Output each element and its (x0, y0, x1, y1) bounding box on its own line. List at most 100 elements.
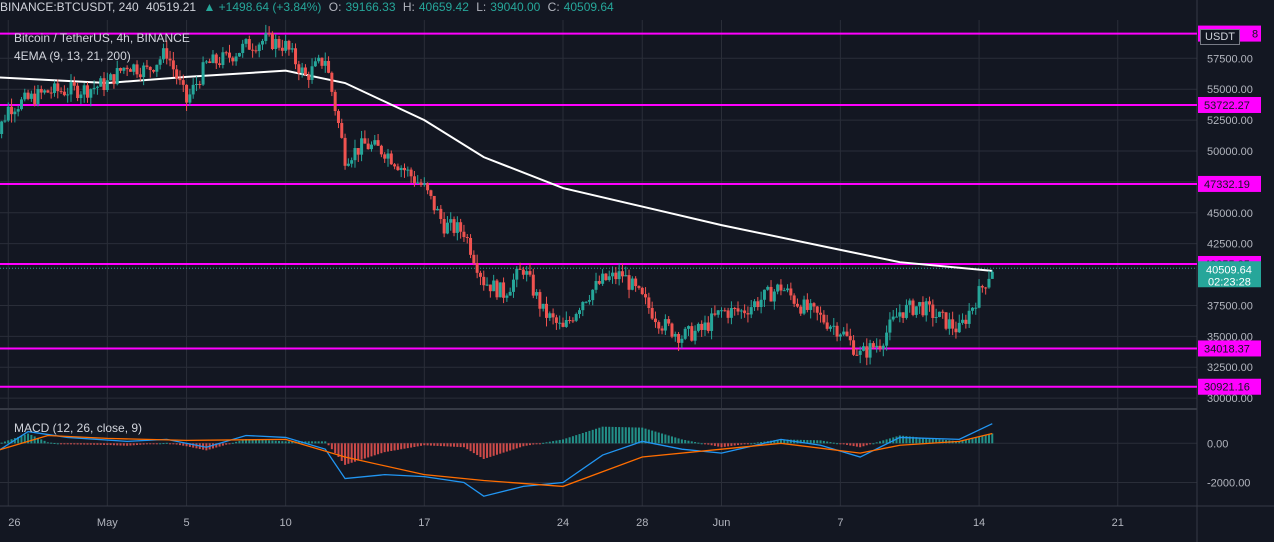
candle-body (191, 84, 195, 95)
candle-body (495, 280, 499, 298)
candle-body (234, 56, 238, 62)
candle-body (350, 160, 354, 164)
currency-tag[interactable]: USDT (1200, 29, 1240, 45)
candle-body (957, 322, 961, 333)
macd-histogram-bar (40, 439, 43, 444)
candle-body (455, 222, 459, 233)
macd-histogram-bar (961, 440, 964, 444)
candle-body (581, 302, 585, 311)
ema-200-line (0, 69, 993, 272)
macd-histogram-bar (231, 442, 234, 444)
macd-histogram-bar (657, 432, 660, 444)
candle-body (693, 330, 697, 341)
candle-body (690, 326, 694, 341)
candle-body (779, 284, 783, 291)
candle-body (376, 140, 380, 146)
symbol-label[interactable]: BINANCE:BTCUSDT, 240 (0, 0, 139, 14)
macd-histogram-bar (291, 441, 294, 444)
level-lines-layer (0, 32, 1197, 388)
macd-histogram-bar (225, 443, 228, 445)
macd-histogram-bar (274, 440, 277, 444)
macd-histogram-bar (568, 437, 571, 444)
macd-histogram-bar (611, 426, 614, 444)
macd-histogram-bar (264, 440, 267, 444)
macd-histogram-bar (373, 443, 376, 456)
macd-histogram-bar (562, 439, 565, 444)
macd-histogram-bar (456, 443, 459, 447)
macd-histogram-bar (327, 443, 330, 446)
macd-histogram-bar (502, 443, 505, 453)
macd-histogram-bar (96, 443, 99, 445)
candle-body (544, 303, 548, 318)
macd-histogram-bar (449, 443, 452, 447)
candle-body (336, 111, 340, 124)
macd-histogram-bar (66, 443, 69, 445)
macd-histogram-bar (829, 442, 832, 444)
candle-body (511, 279, 515, 292)
macd-histogram-bar (410, 443, 413, 448)
macd-histogram-bar (420, 443, 423, 446)
macd-histogram-bar (254, 439, 257, 444)
candle-body (723, 310, 727, 312)
macd-histogram-bar (258, 439, 261, 444)
candle-body (584, 301, 588, 303)
macd-histogram-bar (697, 442, 700, 444)
candle-body (459, 222, 463, 232)
macd-histogram-bar (786, 439, 789, 444)
macd-histogram-bar (898, 435, 901, 444)
ema-legend[interactable]: 4EMA (9, 13, 21, 200) (14, 49, 131, 63)
macd-histogram-bar (43, 440, 46, 444)
candle-body (508, 291, 512, 296)
macd-legend[interactable]: MACD (12, 26, close, 9) (14, 421, 143, 435)
macd-histogram-bar (386, 443, 389, 452)
candle-body (369, 144, 373, 150)
macd-histogram-bar (76, 443, 79, 445)
candle-body (79, 94, 83, 99)
candle-body (928, 301, 932, 305)
candle-body (535, 292, 539, 296)
macd-histogram-bar (413, 443, 416, 447)
chart-title-legend[interactable]: Bitcoin / TetherUS, 4h, BINANCE (14, 31, 190, 45)
candle-body (396, 166, 400, 171)
candle-body (393, 164, 397, 167)
candle-body (974, 307, 978, 309)
macd-histogram-bar (717, 443, 720, 447)
candle-body (254, 50, 258, 52)
macd-histogram-bar (637, 427, 640, 444)
candle-body (815, 306, 819, 313)
candle-body (379, 145, 383, 155)
macd-histogram-bar (241, 439, 244, 444)
candle-body (578, 310, 582, 315)
candle-body (264, 33, 268, 41)
macd-histogram-bar (79, 443, 82, 445)
candle-body (426, 183, 430, 191)
candle-body (498, 282, 502, 298)
macd-histogram-bar (489, 443, 492, 457)
candle-body (792, 295, 796, 304)
candle-body (574, 314, 578, 321)
candle-body (802, 299, 806, 314)
macd-histogram-bar (938, 439, 941, 444)
candle-body (554, 317, 558, 323)
candle-body (145, 65, 149, 67)
macd-histogram-bar (492, 443, 495, 456)
macd-histogram-bar (776, 439, 779, 444)
candle-body (165, 48, 169, 59)
close-label: C: (547, 0, 560, 14)
candle-body (607, 276, 611, 280)
candle-body (386, 153, 390, 159)
macd-histogram-bar (941, 439, 944, 444)
macd-histogram-bar (99, 443, 102, 445)
candle-body (323, 60, 327, 66)
candle-body (597, 281, 601, 284)
price-tick-label: 35000.00 (1207, 331, 1253, 343)
macd-histogram-bar (178, 443, 181, 446)
macd-histogram-bar (436, 443, 439, 446)
candle-body (300, 67, 304, 74)
candle-body (261, 40, 265, 45)
candle-body (812, 303, 816, 307)
candle-body (66, 94, 70, 96)
candle-body (670, 323, 674, 337)
macd-histogram-bar (585, 431, 588, 444)
